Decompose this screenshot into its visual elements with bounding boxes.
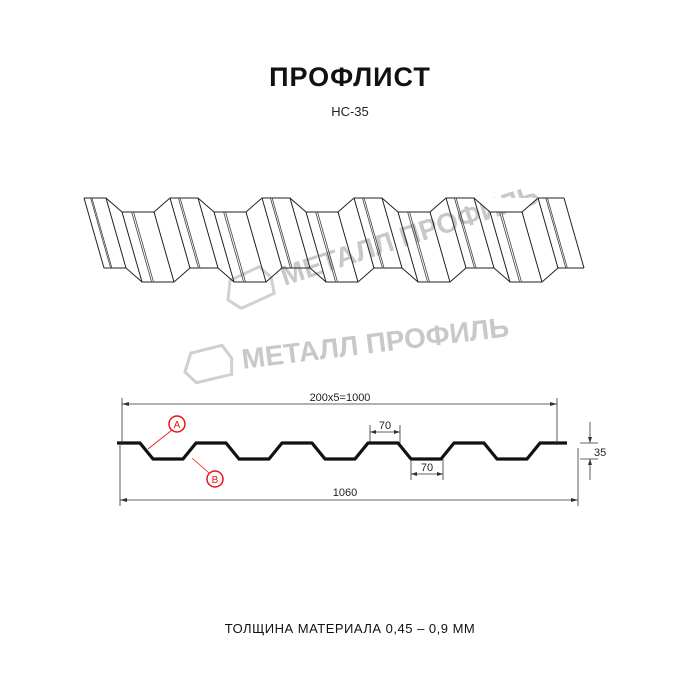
callout-b: B (191, 457, 224, 488)
watermark-logo-lower: МЕТАЛЛ ПРОФИЛЬ (183, 311, 511, 385)
sheet-fold-line (213, 211, 235, 283)
sheet-rib-line (501, 211, 522, 283)
sheet-rib-line (455, 197, 477, 269)
page-title: ПРОФЛИСТ (269, 62, 431, 92)
sheet-fold-line (305, 211, 327, 283)
sheet-fold-line (153, 211, 175, 283)
sheet-fold-line (169, 197, 191, 269)
sheet-fold-line (397, 211, 419, 283)
sheet-rib-line (454, 197, 475, 269)
sheet-rib-line (363, 197, 385, 269)
sheet-rib-line (179, 197, 201, 269)
sheet-rib-line (315, 211, 336, 283)
sheet-top-edge (84, 197, 564, 213)
dim-full-width: 1060 (333, 487, 357, 499)
sheet-fold-line (445, 197, 467, 269)
sheet-rib-line (131, 211, 152, 283)
sheet-rib-line (545, 197, 567, 269)
dimension-arrows (120, 402, 592, 502)
callout-b-label: B (212, 475, 219, 486)
sheet-fold-line (381, 197, 403, 269)
sheet-rib-line (270, 197, 291, 269)
model-subtitle: НС-35 (331, 104, 369, 119)
profile-line (117, 441, 567, 461)
sheet-fold-line (429, 211, 451, 283)
sheet-rib-line (90, 197, 111, 269)
sheet-rib-line (409, 211, 430, 283)
sheet-fold-line (537, 197, 559, 269)
sheet-rib-line (317, 211, 338, 283)
material-thickness-note: ТОЛЩИНА МАТЕРИАЛА 0,45 – 0,9 ММ (224, 621, 476, 636)
sheet-bottom-edge (104, 267, 584, 283)
profile-section (117, 441, 567, 461)
sheet-fold-line (353, 197, 375, 269)
dim-pitch-total: 200x5=1000 (310, 392, 371, 404)
sheet-fold-line (473, 197, 495, 269)
dim-height: 35 (594, 447, 606, 459)
sheet-fold-line (289, 197, 311, 269)
sheet-rib-line (362, 197, 383, 269)
sheet-rib-line (271, 197, 293, 269)
sheet-fold-line (261, 197, 283, 269)
sheet-fold-line (337, 211, 359, 283)
callout-a: A (147, 415, 186, 450)
sheet-fold-line (105, 197, 127, 269)
sheet-fold-line (83, 197, 105, 269)
sheet-fold-line (489, 211, 511, 283)
sheet-fold-line (197, 197, 219, 269)
sheet-rib-line (133, 211, 154, 283)
sheet-rib-line (178, 197, 199, 269)
sheet-rib-line (91, 197, 113, 269)
sheet-rib-line (223, 211, 244, 283)
dim-top-width: 70 (379, 420, 391, 432)
sheet-rib-line (225, 211, 246, 283)
sheet-fold-line (245, 211, 267, 283)
sheet-fold-line (121, 211, 143, 283)
sheet-rib-line (499, 211, 520, 283)
sheet-3d-view (83, 197, 585, 283)
callout-a-label: A (174, 420, 181, 431)
sheet-rib-line (546, 197, 568, 269)
sheet-fold-line (563, 197, 585, 269)
watermark-text-lower: МЕТАЛЛ ПРОФИЛЬ (240, 311, 511, 375)
sheet-fold-line (521, 211, 543, 283)
sheet-rib-line (407, 211, 428, 283)
dim-bottom-width: 70 (421, 462, 433, 474)
